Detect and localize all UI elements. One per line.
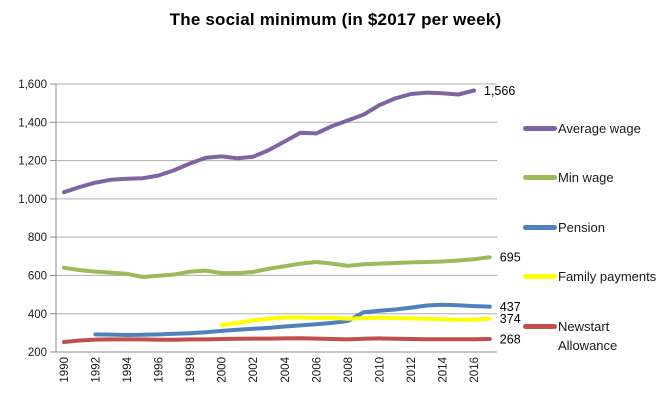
legend: Average wage Min wage Pension Family paymen… xyxy=(523,0,669,407)
x-tick-label-2008: 2008 xyxy=(343,357,355,383)
legend-label-family-payments: Family payments xyxy=(558,269,657,284)
x-tick-label-2000: 2000 xyxy=(217,357,229,383)
x-tick-label-1996: 1996 xyxy=(154,357,166,383)
y-tick-label-200: 200 xyxy=(28,347,47,359)
legend-label-newstart-allowance: Newstart Allowance xyxy=(558,318,618,353)
x-tick-label-2002: 2002 xyxy=(248,357,260,383)
x-tick-label-1990: 1990 xyxy=(59,357,71,383)
series-line-family-payments xyxy=(219,315,492,328)
series-line-average-wage xyxy=(62,88,476,195)
y-tick-label-1400: 1,400 xyxy=(18,117,47,129)
y-tick-label-600: 600 xyxy=(28,271,47,283)
end-label-min-wage: 695 xyxy=(500,251,521,265)
legend-item-pension: Pension xyxy=(523,218,605,237)
y-tick-label-1200: 1,200 xyxy=(18,156,47,168)
x-tick-label-2006: 2006 xyxy=(311,357,323,383)
legend-item-average-wage: Average wage xyxy=(523,119,641,138)
y-tick-label-400: 400 xyxy=(28,309,47,321)
y-tick-label-800: 800 xyxy=(28,232,47,244)
end-label-average-wage: 1,566 xyxy=(484,84,515,98)
end-label-newstart-allowance: 268 xyxy=(500,333,521,347)
series-line-newstart-allowance xyxy=(62,336,492,344)
x-tick-label-2016: 2016 xyxy=(469,357,481,383)
chart-title: The social minimum (in $2017 per week) xyxy=(169,10,502,29)
series-line-pension xyxy=(93,302,492,337)
legend-line-swatch-pension xyxy=(523,224,557,230)
legend-item-family-payments: Family payments xyxy=(523,267,656,286)
legend-label-average-wage: Average wage xyxy=(558,120,641,136)
y-tick-label-1600: 1,600 xyxy=(18,79,47,91)
legend-item-min-wage: Min wage xyxy=(523,168,614,187)
legend-line-swatch-min-wage xyxy=(523,175,557,180)
legend-line-swatch-average-wage xyxy=(523,125,557,131)
x-tick-label-1992: 1992 xyxy=(91,357,103,383)
legend-line-swatch-newstart-allowance xyxy=(523,323,557,329)
legend-label-pension: Pension xyxy=(558,219,605,235)
x-tick-label-2014: 2014 xyxy=(437,356,449,382)
legend-line-swatch-family-payments xyxy=(523,274,557,279)
series-line-min-wage xyxy=(62,255,492,279)
x-tick-label-2010: 2010 xyxy=(374,357,386,383)
legend-item-newstart-allowance: Newstart Allowance xyxy=(523,317,617,355)
x-tick-label-2012: 2012 xyxy=(406,357,418,383)
end-label-pension: 437 xyxy=(500,300,521,314)
x-tick-label-1994: 1994 xyxy=(122,356,134,382)
y-tick-label-1000: 1,000 xyxy=(18,194,47,206)
x-tick-label-1998: 1998 xyxy=(185,357,197,383)
end-label-family-payments: 374 xyxy=(500,312,521,326)
x-tick-label-2004: 2004 xyxy=(280,356,292,382)
legend-label-min-wage: Min wage xyxy=(558,170,614,185)
